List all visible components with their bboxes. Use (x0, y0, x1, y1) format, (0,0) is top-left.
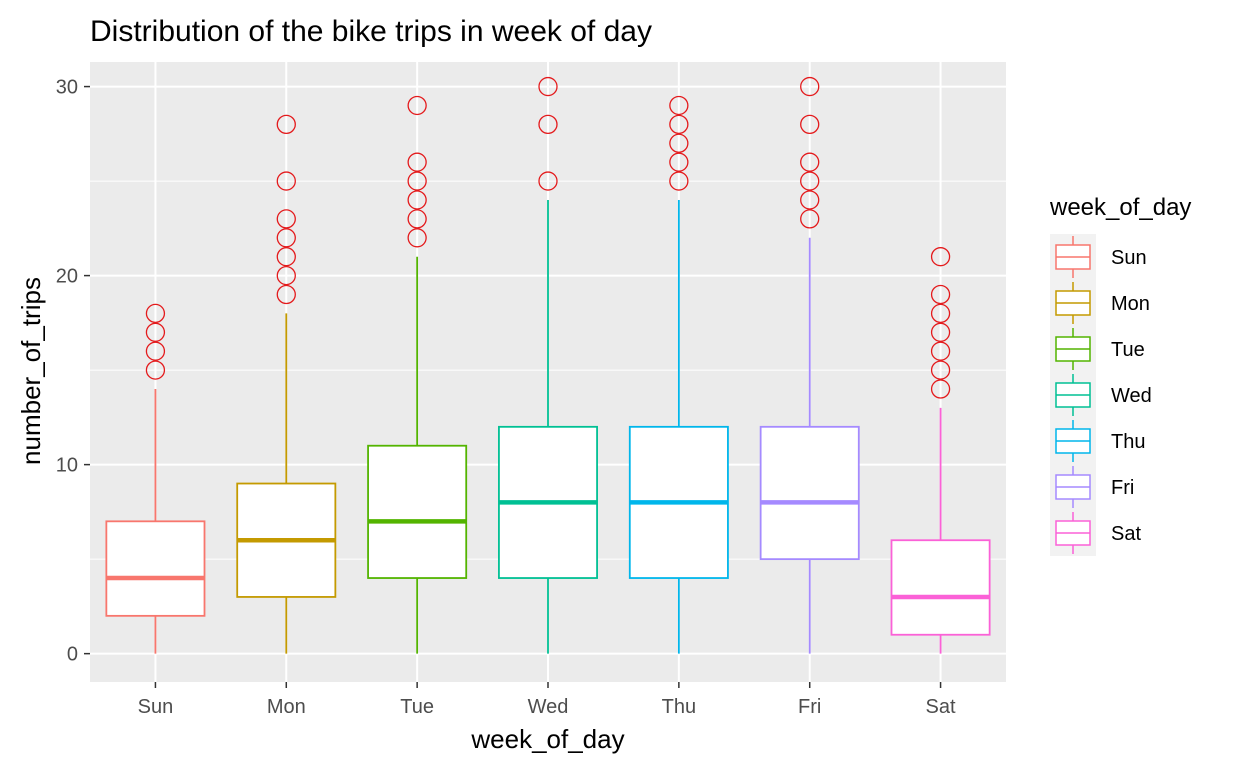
legend-title: week_of_day (1049, 194, 1191, 221)
outlier-point (930, 247, 951, 267)
legend-label: Thu (1111, 431, 1145, 453)
outlier-point (930, 379, 951, 399)
outlier-point (669, 114, 689, 135)
x-tick-label: Sat (926, 696, 956, 718)
outlier-point (930, 322, 951, 342)
legend-item-fri: Fri (1055, 466, 1134, 508)
box-sat (890, 247, 991, 654)
iqr-box (759, 425, 860, 561)
legend-label: Mon (1111, 293, 1150, 315)
outlier-point (800, 171, 820, 191)
outlier-point (276, 265, 296, 286)
legend-item-mon: Mon (1055, 282, 1150, 324)
box-mon (236, 114, 337, 654)
box-fri (759, 76, 860, 654)
legend-item-sun: Sun (1055, 236, 1147, 278)
legend-label: Fri (1111, 477, 1134, 499)
x-tick-label: Wed (528, 696, 569, 718)
box-sun (105, 303, 206, 654)
legend: week_of_day Sun Mon Tue Wed Thu Fri Sat (1049, 194, 1191, 556)
outlier-point (407, 228, 427, 248)
outlier-point (538, 76, 558, 97)
outlier-point (407, 152, 427, 172)
x-tick-label: Fri (798, 696, 821, 718)
outlier-point (276, 171, 296, 191)
x-tick-label: Thu (662, 696, 696, 718)
box-thu (628, 95, 729, 654)
outlier-point (800, 114, 820, 135)
outlier-point (145, 322, 166, 342)
outlier-point (800, 152, 820, 172)
outlier-point (930, 303, 951, 324)
chart-title: Distribution of the bike trips in week o… (90, 15, 652, 48)
y-tick-label: 0 (67, 644, 78, 666)
outlier-point (276, 114, 296, 135)
outlier-point (930, 360, 951, 380)
x-tick-label: Sun (138, 696, 174, 718)
outlier-point (538, 171, 558, 191)
legend-item-tue: Tue (1055, 328, 1145, 370)
outlier-point (800, 190, 820, 210)
y-tick-label: 20 (56, 266, 78, 288)
outlier-point (669, 152, 689, 172)
outlier-point (407, 190, 427, 210)
legend-label: Wed (1111, 385, 1152, 407)
iqr-box (105, 520, 206, 617)
outlier-point (407, 95, 427, 116)
outlier-point (669, 171, 689, 191)
legend-item-sat: Sat (1055, 512, 1141, 554)
outlier-point (276, 247, 296, 267)
outlier-point (800, 209, 820, 229)
iqr-box (890, 539, 991, 636)
outlier-point (276, 228, 296, 248)
outlier-point (669, 95, 689, 116)
outlier-point (145, 360, 166, 380)
outlier-point (276, 284, 296, 305)
legend-label: Sun (1111, 247, 1147, 269)
box-tue (367, 95, 468, 654)
legend-label: Tue (1111, 339, 1145, 361)
x-tick-label: Tue (400, 696, 434, 718)
outlier-point (276, 209, 296, 229)
x-tick-label: Mon (267, 696, 306, 718)
outlier-point (538, 114, 558, 135)
legend-label: Sat (1111, 523, 1141, 545)
outlier-point (930, 284, 951, 305)
outlier-point (800, 76, 820, 97)
outlier-point (930, 341, 951, 361)
y-axis-label: number_of_trips (16, 277, 46, 465)
x-axis-label: week_of_day (470, 724, 624, 754)
outlier-point (407, 209, 427, 229)
outlier-point (145, 341, 166, 361)
outlier-point (669, 133, 689, 153)
y-tick-label: 30 (56, 77, 78, 99)
outlier-point (145, 303, 166, 324)
legend-item-thu: Thu (1055, 420, 1145, 462)
outlier-point (407, 171, 427, 191)
box-wed (498, 76, 598, 654)
legend-item-wed: Wed (1055, 374, 1152, 416)
y-tick-label: 10 (56, 455, 78, 477)
iqr-box (367, 444, 468, 579)
